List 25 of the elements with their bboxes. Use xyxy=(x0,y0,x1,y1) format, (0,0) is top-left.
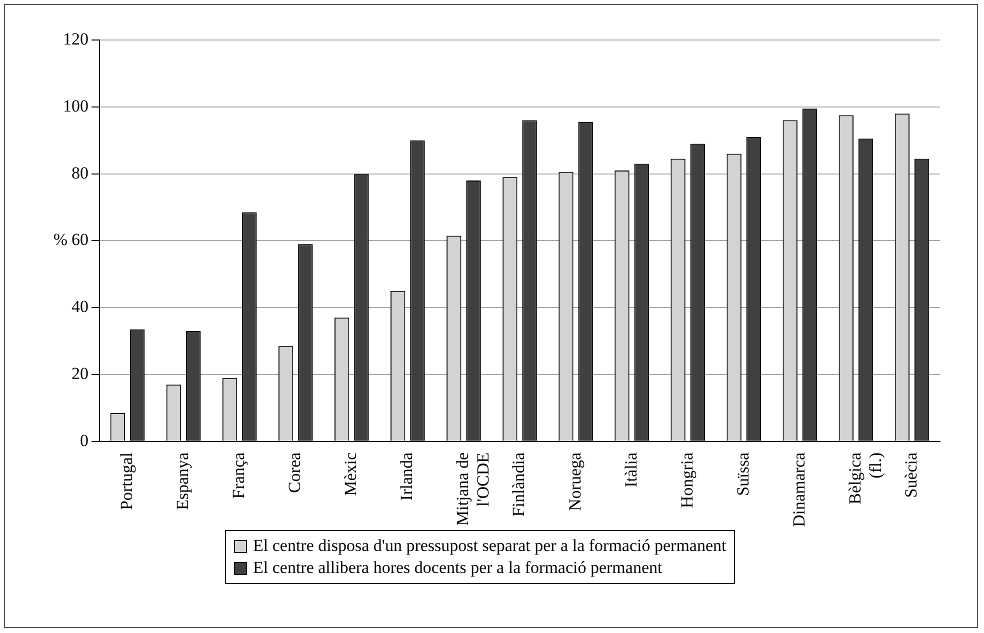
y-axis-title: % xyxy=(53,230,68,250)
legend-label: El centre disposa d'un pressupost separat per a la formació permanent xyxy=(253,535,726,557)
x-tick-label: Noruega xyxy=(565,452,584,511)
x-tick-label: Finlàndia xyxy=(509,452,528,517)
x-tick-label: Dinamarca xyxy=(789,452,808,528)
x-tick-label: Portugal xyxy=(116,452,136,510)
x-tick-label: Espanya xyxy=(173,452,192,510)
x-tick-label: Irlanda xyxy=(397,452,416,501)
y-tick-label: 20 xyxy=(72,364,88,383)
y-tick-label: 40 xyxy=(72,297,88,316)
x-tick-label: Hongria xyxy=(677,452,696,508)
y-tick-label: 100 xyxy=(63,96,88,116)
y-tick-label: 60 xyxy=(72,230,88,250)
x-tick-label: Suècia xyxy=(901,452,920,498)
x-tick-label: Suïssa xyxy=(733,452,752,496)
x-tick-label: Mèxic xyxy=(341,452,360,496)
x-tick-label: França xyxy=(229,452,248,499)
x-tick-label: Bèlgica (fl.) xyxy=(845,452,885,504)
y-tick-label: 120 xyxy=(63,29,88,48)
x-tick-label: Mitjana de l'OCDE xyxy=(453,452,493,526)
y-tick-label: 80 xyxy=(72,163,88,182)
x-tick-label: Corea xyxy=(285,452,304,494)
legend-label: El centre allibera hores docents per a la formació permanent xyxy=(253,557,662,579)
x-tick-label: Itàlia xyxy=(621,452,640,488)
y-tick-label: 0 xyxy=(80,430,88,450)
